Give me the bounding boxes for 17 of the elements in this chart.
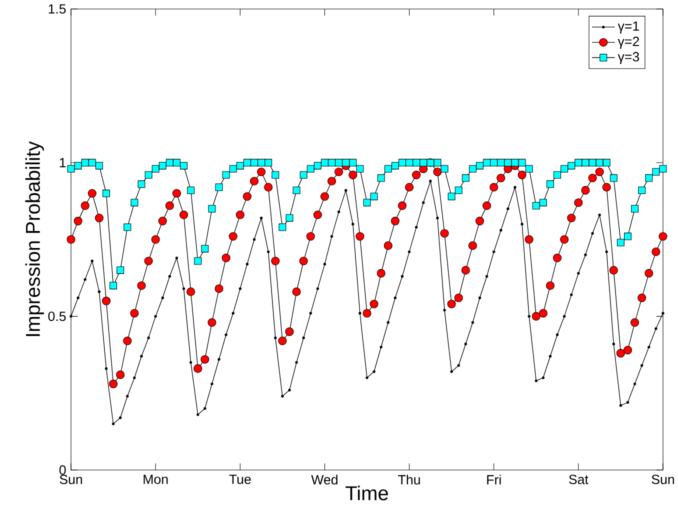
- y-tick-label: 1.5: [48, 4, 66, 14]
- x-tick-label: Wed: [311, 474, 338, 484]
- legend-label: γ=3: [618, 52, 640, 64]
- x-axis-title: Time: [346, 486, 388, 500]
- y-axis-title: Impression Probability: [25, 141, 44, 336]
- x-tick-label: Sun: [60, 474, 82, 484]
- x-tick-label: Fri: [487, 474, 501, 484]
- x-tick-label: Sat: [569, 474, 588, 484]
- x-tick-label: Mon: [144, 474, 168, 484]
- legend-label: γ=2: [618, 36, 639, 49]
- x-tick-label: Sun: [652, 474, 674, 484]
- y-tick-label: 1: [60, 158, 66, 168]
- x-tick-label: Tue: [229, 474, 251, 484]
- y-tick-label: 0.5: [48, 312, 66, 322]
- x-tick-label: Thu: [398, 474, 420, 484]
- y-tick-label: 0: [59, 465, 66, 475]
- legend-label: γ=1: [618, 22, 639, 34]
